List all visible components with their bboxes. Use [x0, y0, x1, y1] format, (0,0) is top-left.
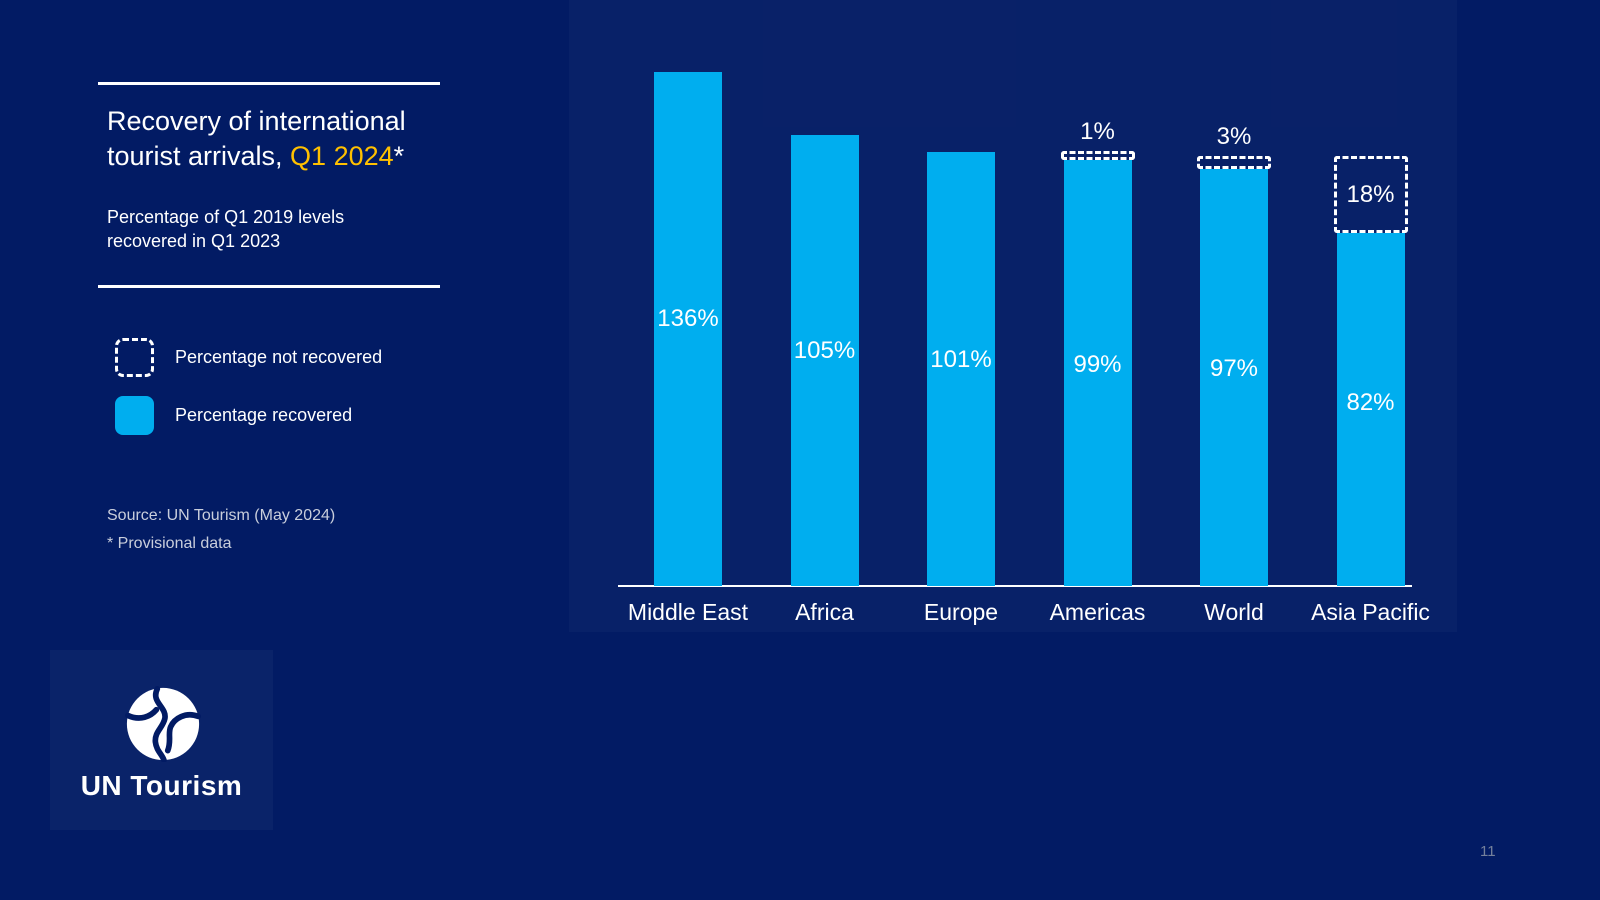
bar-value-label: 82%	[1346, 388, 1395, 416]
category-label: Middle East	[627, 599, 749, 625]
source-text: Source: UN Tourism (May 2024)	[107, 507, 336, 524]
bar-value-label: 99%	[1073, 350, 1122, 378]
bar-value-label: 105%	[793, 337, 856, 365]
title-line-2-prefix: tourist arrivals,	[107, 141, 291, 171]
not-recovered-box	[1060, 151, 1135, 161]
x-axis-line	[618, 585, 1412, 587]
title-highlight: Q1 2024	[290, 141, 394, 171]
chart-legend: Percentage not recovered Percentage reco…	[115, 338, 382, 454]
page-number: 11	[1480, 843, 1496, 860]
title-asterisk: *	[393, 141, 405, 171]
subtitle-line-1: Percentage of Q1 2019 levels	[107, 207, 345, 227]
category-label: Americas	[1049, 599, 1146, 625]
provisional-note: * Provisional data	[107, 535, 232, 552]
title-line-1: Recovery of international	[107, 106, 406, 136]
recovered-bar: 97%	[1200, 168, 1268, 586]
header-rule-top	[98, 82, 440, 85]
bar-value-label: 101%	[930, 346, 992, 374]
not-recovered-swatch-icon	[115, 338, 154, 377]
header-rule-bottom	[98, 285, 440, 288]
legend-item-not-recovered: Percentage not recovered	[115, 338, 382, 377]
page-title: Recovery of international tourist arriva…	[107, 104, 406, 174]
recovered-bar: 99%	[1063, 160, 1132, 586]
recovered-bar: 101%	[927, 151, 995, 586]
legend-label-not-recovered: Percentage not recovered	[175, 347, 383, 367]
category-label: World	[1204, 599, 1264, 625]
footnotes: Source: UN Tourism (May 2024) * Provisio…	[107, 507, 335, 563]
not-recovered-box	[1197, 156, 1271, 169]
logo-wordmark: UN Tourism	[80, 770, 243, 801]
category-label: Asia Pacific	[1311, 599, 1430, 625]
un-tourism-globe-icon	[125, 686, 201, 762]
title-line-2: tourist arrivals, Q1 2024*	[107, 139, 406, 174]
bar-value-label: 97%	[1209, 355, 1259, 383]
recovered-bar: 82%	[1336, 233, 1405, 586]
not-recovered-box-with-label: 18%	[1333, 156, 1408, 234]
recovered-bar: 105%	[790, 134, 859, 586]
bar-value-label: 136%	[657, 304, 719, 332]
not-recovered-label: 1%	[1080, 118, 1115, 146]
category-label: Africa	[795, 599, 854, 625]
legend-label-recovered: Percentage recovered	[175, 405, 353, 425]
category-label: Europe	[923, 599, 999, 625]
recovered-bar: 136%	[654, 72, 722, 586]
subtitle-line-2: recovered in Q1 2023	[107, 231, 281, 251]
recovered-swatch-icon	[115, 396, 154, 435]
not-recovered-label: 3%	[1216, 123, 1252, 150]
legend-item-recovered: Percentage recovered	[115, 396, 382, 435]
chart-subtitle: Percentage of Q1 2019 levels recovered i…	[107, 205, 344, 253]
